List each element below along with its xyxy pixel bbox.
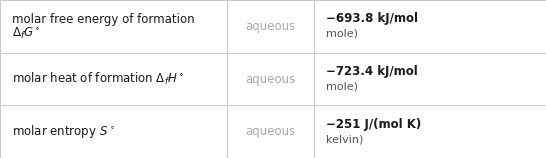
Text: mole): mole) xyxy=(326,81,358,91)
Text: −693.8 kJ/mol: −693.8 kJ/mol xyxy=(326,12,418,25)
Text: mole): mole) xyxy=(326,29,358,39)
Text: molar heat of formation $\Delta_f H^\circ$: molar heat of formation $\Delta_f H^\cir… xyxy=(12,71,185,87)
Text: molar free energy of formation: molar free energy of formation xyxy=(12,13,194,26)
Text: aqueous: aqueous xyxy=(245,125,295,138)
Text: aqueous: aqueous xyxy=(245,73,295,85)
Text: molar entropy $S^\circ$: molar entropy $S^\circ$ xyxy=(12,123,115,140)
Text: kelvin): kelvin) xyxy=(326,134,363,144)
Text: $\Delta_f G^\circ$: $\Delta_f G^\circ$ xyxy=(12,26,41,41)
Text: −251 J/(mol K): −251 J/(mol K) xyxy=(326,118,421,131)
Text: −723.4 kJ/mol: −723.4 kJ/mol xyxy=(326,65,418,78)
Text: aqueous: aqueous xyxy=(245,20,295,33)
